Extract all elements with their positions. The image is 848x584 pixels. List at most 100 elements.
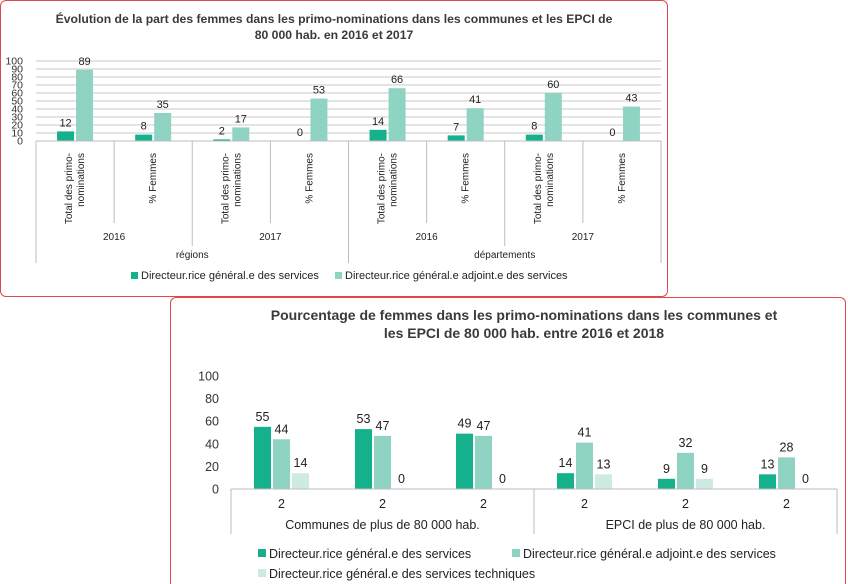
data-label: 14	[294, 456, 308, 470]
year-label: 2016	[416, 232, 439, 243]
y-tick-label: 40	[11, 104, 23, 116]
category-label: Total des primo-	[64, 153, 75, 224]
chart-pourcentage-2016-2018: Pourcentage de femmes dans les primo-nom…	[198, 307, 838, 581]
category-label: Total des primo-	[377, 153, 388, 224]
bar-dgas	[232, 127, 250, 141]
data-label: 55	[256, 410, 270, 424]
chart-title-line2: les EPCI de 80 000 hab. entre 2016 et 20…	[384, 325, 664, 341]
bar-dgas	[677, 452, 694, 489]
bar-dgas	[76, 69, 94, 141]
category-label: % Femmes	[304, 153, 315, 204]
data-label: 0	[802, 472, 809, 486]
y-tick-label: 30	[11, 112, 23, 124]
category-label: 2	[682, 497, 689, 511]
bar-dgas	[466, 108, 484, 141]
category-label: 2	[480, 497, 487, 511]
legend-label-dgs: Directeur.rice général.e des services	[141, 270, 319, 282]
category-label: % Femmes	[148, 153, 159, 204]
category-label: 2	[278, 497, 285, 511]
data-label: 47	[477, 419, 491, 433]
data-label: 35	[157, 99, 169, 111]
data-label: 53	[357, 412, 371, 426]
category-label: 2	[581, 497, 588, 511]
bar-dgs	[447, 135, 465, 141]
group-label: Communes de plus de 80 000 hab.	[285, 518, 480, 532]
category-label: 2	[379, 497, 386, 511]
bar-dst	[696, 478, 713, 489]
bar-dgas	[154, 113, 172, 141]
bar-dgs	[456, 433, 473, 489]
bar-dgas	[576, 442, 593, 489]
data-label: 49	[458, 417, 472, 431]
category-label: nominations	[545, 153, 556, 207]
category-label: Total des primo-	[220, 153, 231, 224]
data-label: 8	[141, 121, 147, 133]
data-label: 32	[679, 436, 693, 450]
bar-dgs	[355, 429, 372, 489]
group-label: EPCI de plus de 80 000 hab.	[606, 518, 766, 532]
data-label: 43	[625, 93, 637, 105]
bar-dgs	[369, 129, 387, 141]
chart-evolution-2016-2017: Évolution de la part des femmes dans les…	[5, 11, 662, 282]
data-label: 8	[531, 121, 537, 133]
category-label: Total des primo-	[533, 153, 544, 224]
bar-dgas	[374, 435, 391, 489]
chart-title-line2: 80 000 hab. en 2016 et 2017	[255, 28, 414, 42]
category-label: nominations	[76, 153, 87, 207]
data-label: 0	[297, 127, 303, 139]
category-label: % Femmes	[617, 153, 628, 204]
bar-dgs	[135, 134, 153, 141]
data-label: 12	[59, 117, 71, 129]
legend-label-dgs: Directeur.rice général.e des services	[269, 547, 471, 561]
bar-dgas	[475, 435, 492, 489]
y-tick-label: 60	[205, 415, 219, 429]
data-label: 0	[609, 127, 615, 139]
category-label: 2	[783, 497, 790, 511]
chart-panel-bottom: Pourcentage de femmes dans les primo-nom…	[170, 297, 846, 584]
year-label: 2017	[572, 232, 595, 243]
data-label: 44	[275, 422, 289, 436]
data-label: 2	[219, 125, 225, 137]
y-tick-label: 90	[11, 64, 23, 76]
y-tick-label: 10	[11, 128, 23, 140]
chart-title-line1: Pourcentage de femmes dans les primo-nom…	[271, 307, 778, 323]
data-label: 9	[701, 462, 708, 476]
y-tick-label: 40	[205, 437, 219, 451]
y-tick-label: 50	[11, 96, 23, 108]
category-label: nominations	[232, 153, 243, 207]
data-label: 0	[398, 472, 405, 486]
bar-dgs	[525, 134, 543, 141]
legend-swatch-dgs	[258, 549, 266, 557]
data-label: 7	[453, 121, 459, 133]
y-tick-label: 20	[205, 460, 219, 474]
y-tick-label: 0	[212, 483, 219, 497]
data-label: 28	[780, 440, 794, 454]
y-tick-label: 20	[11, 120, 23, 132]
bar-dgs	[658, 478, 675, 489]
chart-panel-top: Évolution de la part des femmes dans les…	[0, 0, 668, 297]
chart-title-line1: Évolution de la part des femmes dans les…	[56, 11, 613, 26]
legend-label-dgas: Directeur.rice général.e adjoint.e des s…	[523, 547, 776, 561]
data-label: 9	[663, 462, 670, 476]
data-label: 17	[235, 113, 247, 125]
y-tick-label: 60	[11, 88, 23, 100]
bar-dgs	[557, 473, 574, 489]
data-label: 89	[78, 56, 90, 68]
bar-dgs	[57, 131, 75, 141]
bar-dgs	[254, 426, 271, 489]
legend-label-dst: Directeur.rice général.e des services te…	[269, 567, 535, 581]
legend-swatch-dgas	[512, 549, 520, 557]
legend-swatch-dst	[258, 569, 266, 577]
bar-dgs	[213, 139, 231, 141]
data-label: 0	[499, 472, 506, 486]
data-label: 13	[761, 457, 775, 471]
bar-dgs	[759, 474, 776, 489]
bar-dgas	[273, 439, 290, 489]
legend-swatch-dgas	[335, 272, 342, 279]
group-label: départements	[474, 250, 535, 261]
y-tick-label: 0	[17, 136, 23, 148]
data-label: 66	[391, 74, 403, 86]
legend-swatch-dgs	[131, 272, 138, 279]
group-label: régions	[176, 250, 209, 261]
bar-dgas	[778, 457, 795, 489]
